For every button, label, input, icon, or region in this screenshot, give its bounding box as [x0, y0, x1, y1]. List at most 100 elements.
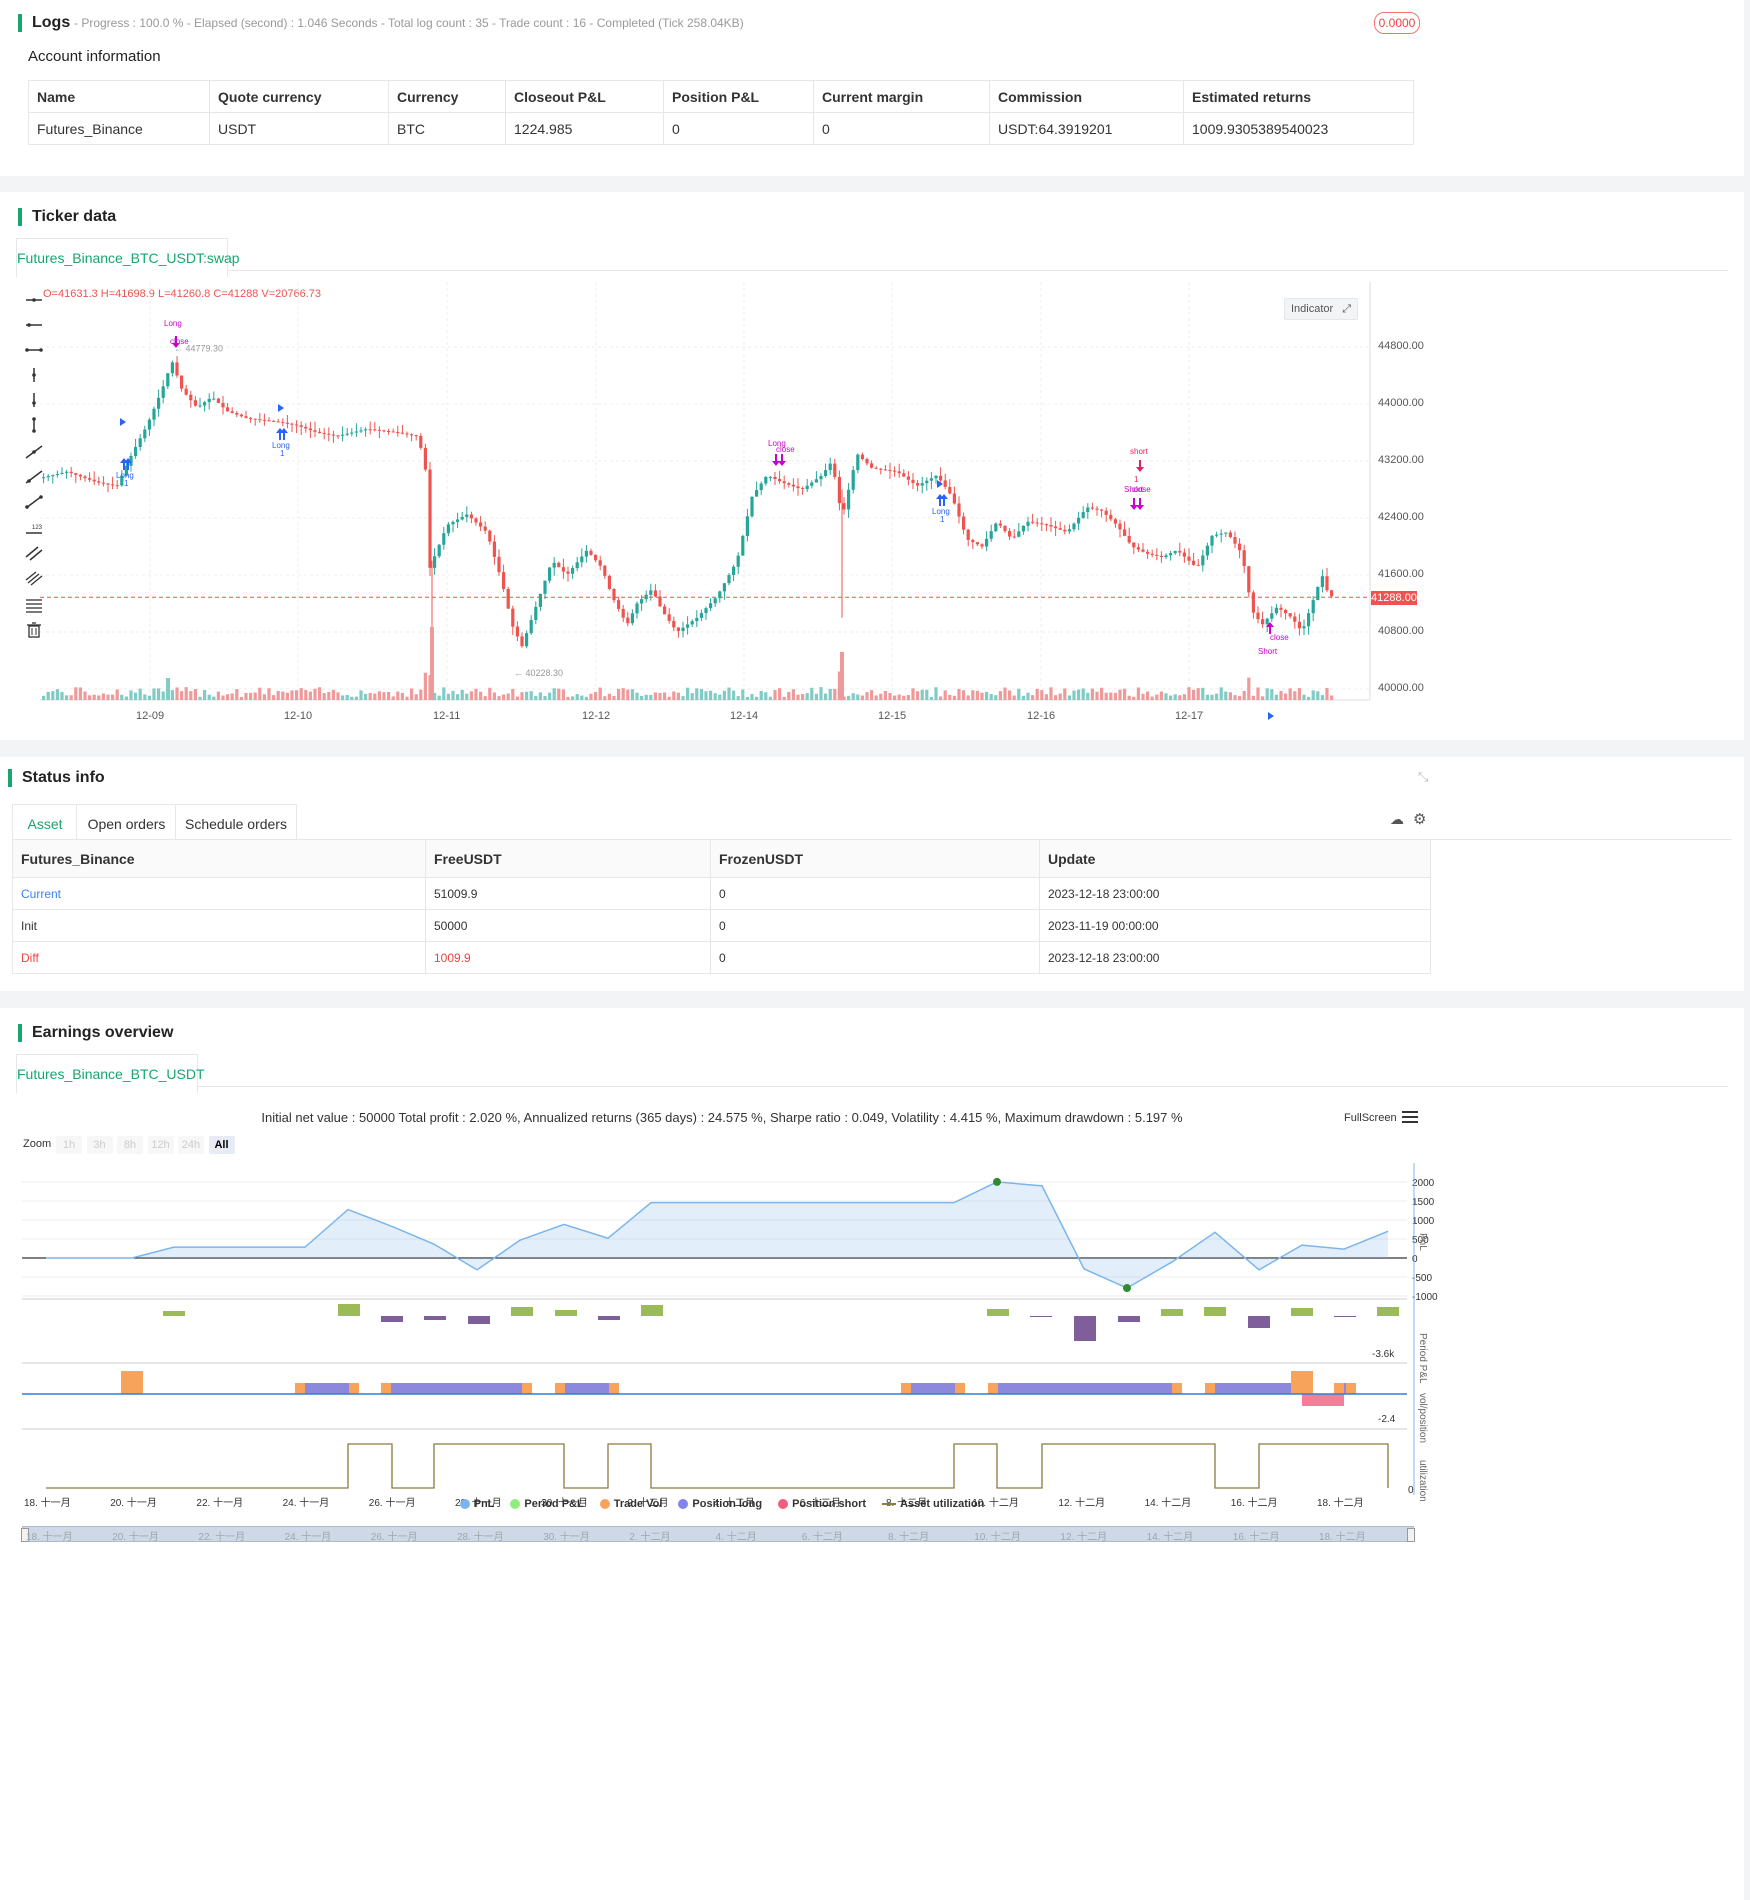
period-pnl-bar	[1030, 1316, 1052, 1317]
gear-icon[interactable]: ⚙	[1413, 811, 1427, 828]
asset-cell: Diff	[12, 941, 426, 974]
period-pnl-bar	[163, 1311, 185, 1316]
vertical-line-icon[interactable]	[24, 367, 44, 383]
ohlc-readout: O=41631.3 H=41698.9 L=41260.8 C=41288 V=…	[43, 288, 321, 300]
tab-ticker-symbol[interactable]: Futures_Binance_BTC_USDT:swap	[16, 238, 240, 277]
candle	[350, 428, 354, 437]
price-line-icon[interactable]: 123	[24, 520, 44, 536]
volume-bar	[768, 696, 772, 700]
vertical-ray-icon[interactable]	[24, 392, 44, 408]
candle	[258, 412, 262, 423]
indicator-button[interactable]: Indicator ⤢	[1284, 298, 1358, 320]
volume-bar	[1210, 694, 1214, 700]
candle	[1215, 531, 1219, 538]
vertical-segment-icon[interactable]	[24, 417, 44, 433]
zoom-button-12h[interactable]: 12h	[147, 1136, 174, 1154]
legend-item[interactable]: Position long	[678, 1498, 762, 1510]
position-long-bar	[911, 1383, 955, 1394]
date-tick-label: 12-10	[284, 710, 313, 722]
volume-bar	[879, 693, 883, 700]
navigator-bar[interactable]	[21, 1526, 1415, 1542]
candle	[690, 619, 694, 628]
multi-lines-icon[interactable]	[24, 570, 44, 586]
fibonacci-icon[interactable]	[24, 597, 44, 613]
volume-bar	[525, 691, 529, 700]
account-cell: 0	[813, 112, 990, 145]
candle	[736, 552, 740, 574]
pnl-tick-label: 2000	[1412, 1178, 1435, 1189]
collapse-icon[interactable]: ⤡	[1418, 769, 1429, 784]
volume-bar	[837, 671, 841, 700]
zoom-button-24h[interactable]: 24h	[178, 1136, 204, 1154]
volume-bar	[433, 692, 437, 700]
segment-line-icon[interactable]	[24, 494, 44, 510]
zoom-button-3h[interactable]: 3h	[86, 1136, 113, 1154]
candle	[1164, 553, 1168, 560]
horizontal-ray-icon[interactable]	[24, 317, 44, 333]
volume-bar	[1316, 691, 1320, 700]
candle	[566, 566, 570, 582]
asset-cell: 1009.9	[425, 941, 711, 974]
legend-item[interactable]: Trade Vol	[599, 1498, 662, 1510]
candle	[1233, 531, 1237, 549]
tab-asset[interactable]: Asset	[12, 804, 78, 843]
account-cell: BTC	[388, 112, 506, 145]
logs-title: Logs	[18, 14, 70, 32]
candle	[262, 413, 266, 426]
legend-item[interactable]: Asset utilization	[882, 1498, 984, 1510]
volume-bar	[78, 687, 82, 700]
tab-open-orders[interactable]: Open orders	[76, 804, 177, 843]
horizontal-line-icon[interactable]	[24, 292, 44, 308]
candle	[391, 428, 395, 433]
candle	[170, 360, 174, 377]
candle	[157, 389, 161, 417]
trash-icon[interactable]	[24, 622, 44, 638]
menu-icon[interactable]	[1402, 1108, 1418, 1126]
volume-bar	[994, 695, 998, 700]
candle	[796, 478, 800, 496]
parallel-lines-icon[interactable]	[24, 545, 44, 561]
zoom-button-8h[interactable]: 8h	[117, 1136, 143, 1154]
cloud-download-icon[interactable]: ☁	[1390, 811, 1404, 827]
asset-cell: 51009.9	[425, 877, 711, 910]
candle	[672, 616, 676, 632]
legend-item[interactable]: PnL	[459, 1498, 494, 1510]
volume-bar	[74, 687, 78, 700]
candle	[92, 471, 96, 486]
candle	[718, 590, 722, 603]
period-tick-label: -3.6k	[1372, 1349, 1395, 1360]
candle	[55, 470, 59, 478]
volume-bar	[1238, 696, 1242, 700]
navigator-left-handle[interactable]	[21, 1528, 29, 1542]
volume-bar	[713, 693, 717, 700]
candle	[1040, 516, 1044, 532]
candle	[1109, 509, 1113, 522]
volume-bar	[630, 689, 634, 700]
volume-bar	[124, 696, 128, 700]
volume-bar	[1192, 689, 1196, 700]
candle	[46, 474, 50, 482]
volume-bar	[235, 689, 239, 700]
volume-bar	[1178, 695, 1182, 700]
volume-bar	[341, 695, 345, 700]
zoom-button-all[interactable]: All	[208, 1136, 235, 1154]
horizontal-segment-icon[interactable]	[24, 342, 44, 358]
asset-cell: 50000	[425, 909, 711, 942]
volume-bar	[1109, 692, 1113, 700]
volume-bar	[801, 694, 805, 700]
ray-line-icon[interactable]	[24, 469, 44, 485]
asset-row: Current 51009.9 0 2023-12-18 23:00:00	[12, 877, 1431, 910]
volume-bar	[267, 688, 271, 700]
tab-schedule-orders[interactable]: Schedule orders	[175, 804, 297, 843]
volume-bar	[327, 691, 331, 700]
volume-bar	[405, 696, 409, 700]
fullscreen-button[interactable]: FullScreen	[1344, 1112, 1397, 1124]
candle	[253, 418, 257, 426]
candle	[1274, 603, 1278, 616]
legend-item[interactable]: Position short	[778, 1498, 866, 1510]
legend-item[interactable]: Period P&L	[510, 1498, 584, 1510]
zoom-button-1h[interactable]: 1h	[56, 1136, 82, 1154]
tab-earnings-symbol[interactable]: Futures_Binance_BTC_USDT	[16, 1054, 205, 1093]
trend-line-icon[interactable]	[24, 444, 44, 460]
navigator-right-handle[interactable]	[1407, 1528, 1415, 1542]
